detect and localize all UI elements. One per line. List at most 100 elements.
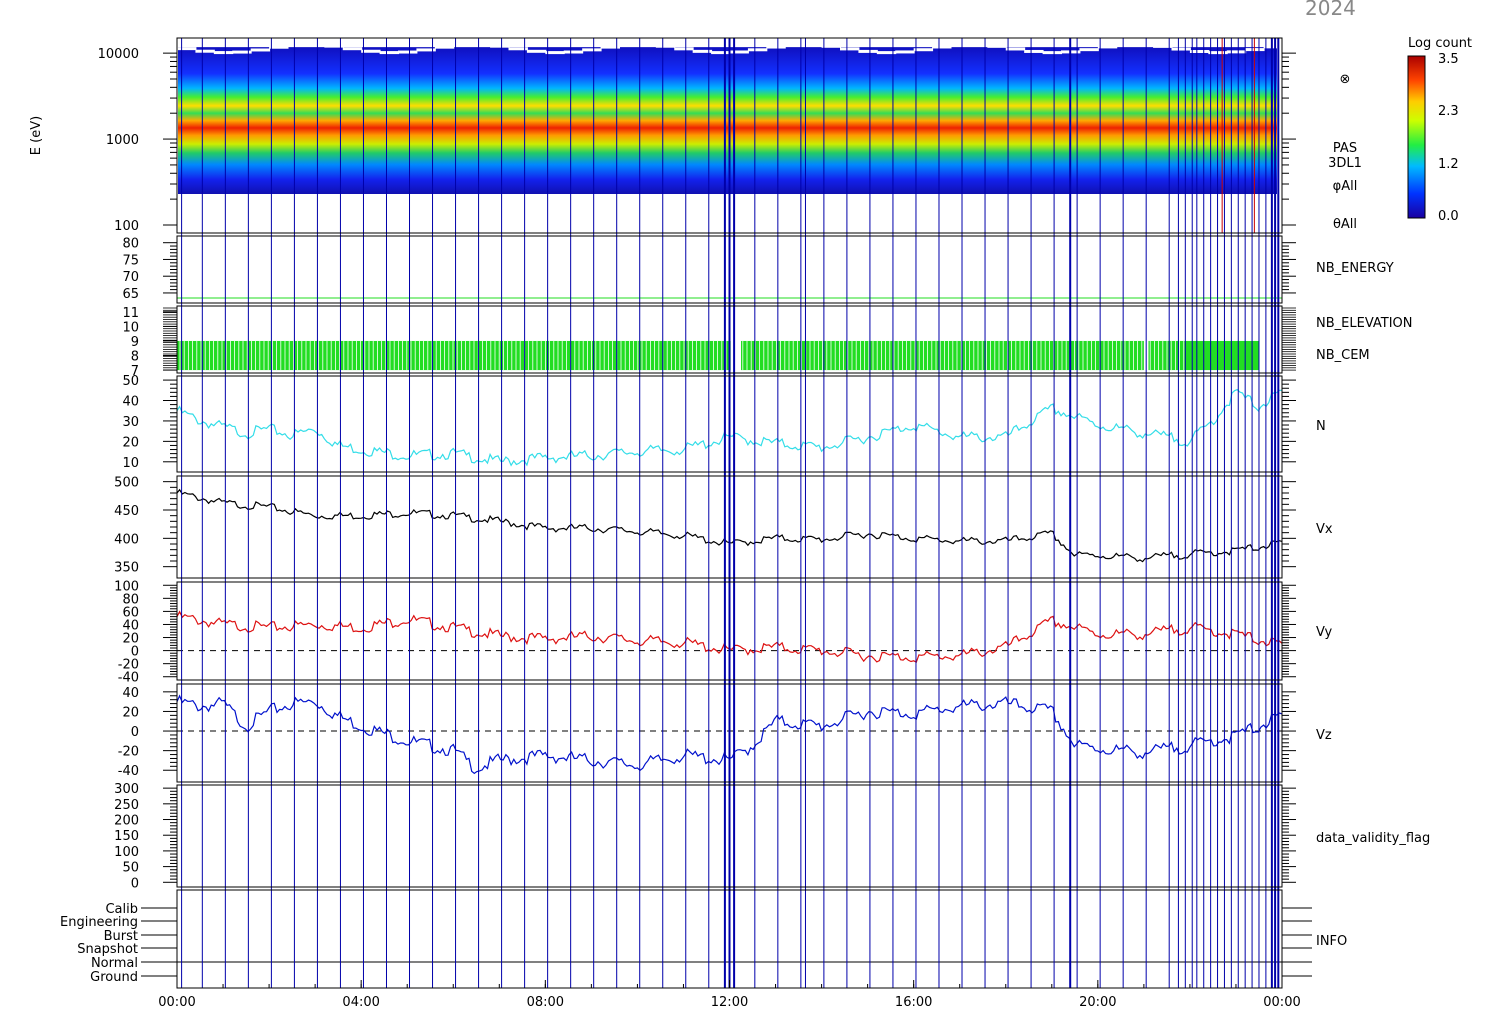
spectrogram-edge-mark bbox=[563, 50, 584, 54]
spectrogram-edge-mark bbox=[379, 51, 399, 55]
spectrogram-label-3: θAll bbox=[1333, 217, 1357, 232]
density-frame bbox=[176, 375, 1283, 473]
spectrogram-edge-mark bbox=[876, 51, 897, 55]
spectrogram-edge-mark bbox=[747, 48, 768, 52]
vz-tick-label: 40 bbox=[122, 686, 139, 701]
spectrogram-edge-mark bbox=[526, 49, 547, 53]
spectrogram-edge-mark bbox=[434, 45, 455, 49]
spectrogram-edge-mark bbox=[895, 50, 915, 54]
vx-frame bbox=[176, 475, 1283, 579]
spectrogram-edge-mark bbox=[398, 50, 418, 54]
spectrogram-edge-mark bbox=[305, 43, 326, 47]
vx-tick-label: 350 bbox=[114, 561, 139, 576]
nb-elevation-tick-label: 9 bbox=[131, 335, 139, 350]
spectrogram-edge-mark bbox=[821, 44, 841, 48]
colorbar: Log count 3.5 2.3 1.2 0.0 bbox=[1407, 36, 1472, 224]
spectrogram-edge-mark bbox=[987, 44, 1007, 48]
spectrogram-edge-mark bbox=[453, 43, 473, 47]
vy-tick-label: -20 bbox=[118, 658, 139, 673]
spectrogram-edge-mark bbox=[490, 44, 510, 48]
spectrogram-edge-mark bbox=[232, 50, 252, 54]
spectrogram-edge-mark bbox=[950, 43, 970, 47]
year-label: 2024 bbox=[1305, 0, 1356, 20]
spectrogram-edge-mark bbox=[508, 47, 528, 51]
spectrogram-edge-mark bbox=[711, 51, 731, 55]
data_validity_flag-tick-label: 50 bbox=[122, 861, 139, 876]
time-tick-label: 20:00 bbox=[1079, 995, 1116, 1010]
nb_energy-tick-label: 65 bbox=[122, 287, 139, 302]
nb_elevation-frame bbox=[176, 305, 1283, 374]
spectrogram-edge-mark bbox=[1189, 50, 1210, 54]
spectrogram-edge-mark bbox=[545, 51, 565, 55]
spectrogram-edge-mark bbox=[637, 43, 657, 47]
vy-tick-label: 40 bbox=[122, 618, 139, 633]
spectrogram-edge-mark bbox=[1263, 45, 1283, 49]
spectrogram-edge-mark bbox=[471, 43, 492, 47]
spectrogram-edge-mark bbox=[803, 43, 823, 47]
spectrogram-edge-mark bbox=[1042, 51, 1062, 55]
vy-tick-label: 80 bbox=[122, 592, 139, 607]
spectrogram-edge-mark bbox=[766, 45, 786, 49]
vx-tick-label: 450 bbox=[114, 504, 139, 519]
spectrogram-symbol: ⊗ bbox=[1340, 72, 1351, 87]
spectrogram-tick-label: 1000 bbox=[106, 133, 139, 148]
spectrogram-edge-mark bbox=[269, 45, 289, 49]
vz-label: Vz bbox=[1316, 728, 1332, 743]
vy-tick-label: -40 bbox=[118, 671, 139, 686]
nb-elevation-tick-label: 8 bbox=[131, 350, 139, 365]
spectrogram-edge-mark bbox=[361, 49, 381, 53]
spectrogram-edge-mark bbox=[692, 49, 713, 53]
colorbar-tick-1.2: 1.2 bbox=[1438, 157, 1459, 172]
time-axis: 00:00 04:00 08:00 12:00 16:00 20:00 00:00 bbox=[158, 980, 1301, 1010]
vy-tick-label: 20 bbox=[122, 632, 139, 647]
vx-tick-label: 500 bbox=[114, 476, 139, 491]
spectrogram-edge-mark bbox=[619, 43, 639, 47]
vy-tick-label: 0 bbox=[131, 645, 139, 660]
time-tick-label: 16:00 bbox=[895, 995, 932, 1010]
nb_energy-tick-label: 70 bbox=[122, 270, 139, 285]
time-tick-label: 04:00 bbox=[342, 995, 379, 1010]
spectrogram-edge-mark bbox=[416, 48, 436, 52]
vz-tick-label: -40 bbox=[118, 764, 139, 779]
pas_spectrogram-frame bbox=[176, 37, 1283, 234]
nb_energy-tick-label: 75 bbox=[122, 253, 139, 268]
density-tick-label: 30 bbox=[122, 415, 139, 430]
data_validity_flag-frame bbox=[176, 784, 1283, 888]
spectrogram-edge-mark bbox=[1097, 45, 1118, 49]
data_validity_flag-tick-label: 250 bbox=[114, 798, 139, 813]
spectrogram-edge-mark bbox=[1153, 44, 1173, 48]
spectrogram-edge-mark bbox=[1005, 47, 1026, 51]
info-level-label: Ground bbox=[90, 970, 138, 985]
time-tick-label: 12:00 bbox=[711, 995, 748, 1010]
colorbar-title: Log count bbox=[1408, 36, 1472, 51]
spectrogram-edge-mark bbox=[1134, 43, 1155, 47]
spectrogram-ylabel: E (eV) bbox=[29, 116, 44, 155]
spectrogram-edge-mark bbox=[1171, 47, 1191, 51]
colorbar-tick-0.0: 0.0 bbox=[1438, 209, 1459, 224]
nb-cem-label: NB_CEM bbox=[1316, 348, 1370, 363]
info-level-label: Engineering bbox=[60, 915, 138, 930]
info-level-label: Snapshot bbox=[77, 942, 138, 957]
info-level-label: Calib bbox=[105, 902, 138, 917]
density-tick-label: 10 bbox=[122, 456, 139, 471]
density-tick-label: 50 bbox=[122, 374, 139, 389]
spectrogram-band bbox=[178, 47, 1277, 194]
spectrogram-edge-mark bbox=[342, 47, 363, 51]
spectrogram-edge-mark bbox=[913, 48, 934, 52]
spectrogram-panel bbox=[177, 43, 1283, 194]
spectrogram-edge-mark bbox=[1079, 48, 1099, 52]
colorbar-tick-3.5: 3.5 bbox=[1438, 52, 1459, 67]
nb-elevation-tick-label: 7 bbox=[131, 364, 139, 379]
spectrogram-edge-mark bbox=[213, 51, 234, 55]
time-tick-label: 00:00 bbox=[158, 995, 195, 1010]
nb_energy-frame bbox=[176, 235, 1283, 304]
nb-elevation-label: NB_ELEVATION bbox=[1316, 316, 1413, 331]
density-tick-label: 20 bbox=[122, 435, 139, 450]
vx-label: Vx bbox=[1316, 522, 1333, 537]
nb-elevation-tick-label: 11 bbox=[122, 306, 139, 321]
spectrogram-edge-mark bbox=[582, 48, 602, 52]
time-tick-label: 08:00 bbox=[527, 995, 564, 1010]
spectrogram-edge-mark bbox=[1024, 49, 1044, 53]
